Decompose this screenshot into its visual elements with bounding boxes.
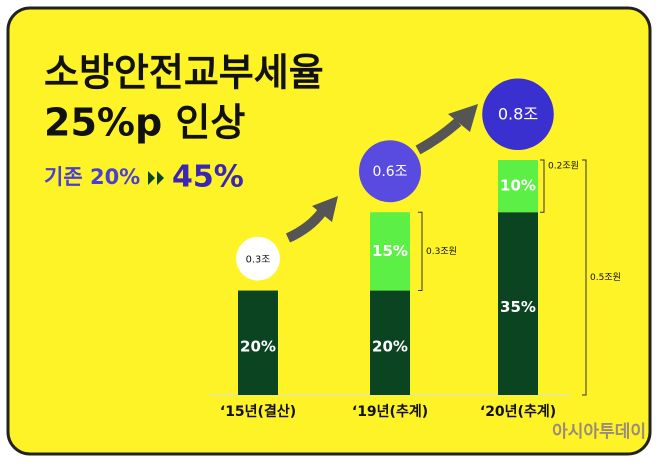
total-label: 0.6조 <box>373 164 408 180</box>
bar-segment <box>238 290 278 395</box>
source: 아시아투데이 <box>552 422 646 442</box>
bracket-label: 0.5조원 <box>590 272 621 283</box>
x-tick-label: ‘19년(추계) <box>352 404 428 420</box>
total-label: 0.3조 <box>246 255 271 266</box>
bar-segment <box>370 290 410 395</box>
note-to: 45% <box>172 160 244 195</box>
growth-arrow-head <box>312 196 338 222</box>
bracket <box>540 159 545 213</box>
bracket-label: 0.3조원 <box>426 246 457 257</box>
x-tick-label: ‘15년(결산) <box>220 403 296 420</box>
x-tick-label: ‘20년(추계) <box>480 404 556 420</box>
bar-segment <box>498 212 538 395</box>
growth-arrow <box>415 118 462 155</box>
value-label: 20% <box>240 337 276 355</box>
bar-segment <box>370 212 410 291</box>
growth-arrow <box>285 208 326 243</box>
bracket <box>582 159 587 396</box>
growth-arrow-head <box>448 104 478 132</box>
bracket <box>418 211 423 292</box>
total-bubble <box>482 78 554 150</box>
bracket-label: 0.2조원 <box>548 161 579 172</box>
total-bubble <box>359 140 421 203</box>
value-label: 35% <box>500 298 536 316</box>
value-label: 20% <box>372 337 408 355</box>
note-from: 기존 20% <box>44 165 140 189</box>
bar-segment <box>498 160 538 213</box>
chart-subtitle: 25%p 인상 <box>44 101 245 145</box>
arrow-icon <box>148 171 164 185</box>
total-bubble <box>236 236 280 281</box>
total-label: 0.8조 <box>498 105 538 124</box>
value-label: 15% <box>372 242 408 260</box>
chart-title: 소방안전교부세율 <box>44 51 324 95</box>
value-label: 10% <box>500 177 536 195</box>
